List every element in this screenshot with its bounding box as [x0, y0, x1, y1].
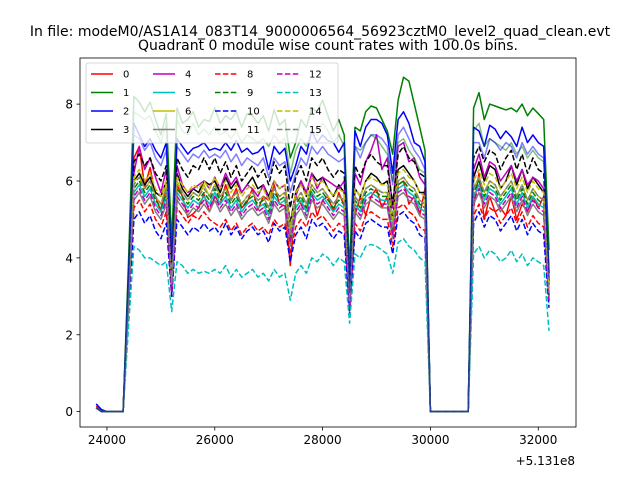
- legend-label-7: 7: [185, 125, 191, 136]
- chart-title: Quadrant 0 module wise count rates with …: [138, 38, 518, 54]
- plot-frame: [79, 57, 577, 428]
- series-line-12: [95, 187, 550, 413]
- legend-label-15: 15: [309, 125, 322, 136]
- x-tick-label: 28000: [304, 433, 342, 447]
- legend-label-11: 11: [247, 125, 260, 136]
- x-tick-label: 26000: [196, 433, 234, 447]
- x-offset-label: +5.131e8: [516, 454, 575, 468]
- legend-label-13: 13: [309, 88, 322, 99]
- legend-label-2: 2: [123, 107, 129, 118]
- legend-label-1: 1: [123, 88, 129, 99]
- legend-label-3: 3: [123, 125, 129, 136]
- legend-label-6: 6: [185, 107, 191, 118]
- legend-label-4: 4: [185, 70, 191, 81]
- y-tick-label: 0: [65, 405, 73, 419]
- y-tick-label: 6: [65, 175, 73, 189]
- series-line-10: [95, 211, 550, 413]
- legend-frame: [85, 62, 339, 144]
- y-tick-label: 4: [65, 251, 73, 265]
- legend-label-9: 9: [247, 88, 253, 99]
- x-tick-label: 32000: [519, 433, 557, 447]
- y-tick-label: 8: [65, 98, 73, 112]
- series-line-overlay-17: [95, 126, 550, 413]
- axis-ticks: 24000 26000 28000 30000 32000 0 2 4 6 8: [65, 98, 557, 447]
- x-tick-label: 24000: [88, 433, 126, 447]
- y-tick-label: 2: [65, 328, 73, 342]
- x-tick-label: 30000: [411, 433, 449, 447]
- legend-label-12: 12: [309, 70, 322, 81]
- legend-label-0: 0: [123, 70, 129, 81]
- legend-label-10: 10: [247, 107, 260, 118]
- legend-label-8: 8: [247, 70, 253, 81]
- series-line-13: [95, 237, 550, 413]
- series-line-15: [95, 176, 550, 413]
- figure-suptitle: In file: modeM0/AS1A14_083T14_9000006564…: [30, 24, 611, 40]
- legend-label-5: 5: [185, 88, 191, 99]
- legend-label-14: 14: [309, 107, 322, 118]
